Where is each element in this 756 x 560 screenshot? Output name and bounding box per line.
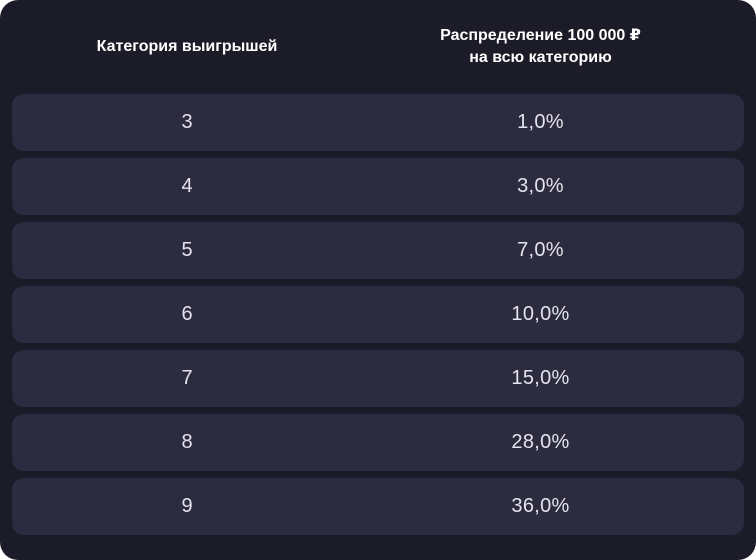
percent-cell: 7,0% <box>362 239 744 262</box>
category-value: 9 <box>181 495 193 517</box>
header-category-label: Категория выигрышей <box>96 38 278 55</box>
percent-value: 10,0% <box>511 303 570 325</box>
percent-cell: 36,0% <box>362 495 744 518</box>
percent-value: 15,0% <box>511 367 570 389</box>
category-cell: 9 <box>12 495 362 518</box>
header-distribution-label-line2: на всю категорию <box>469 49 612 66</box>
table-row: 3 1,0% <box>12 94 744 151</box>
category-value: 8 <box>181 431 193 453</box>
table-row: 9 36,0% <box>12 478 744 535</box>
category-cell: 8 <box>12 431 362 454</box>
category-cell: 4 <box>12 175 362 198</box>
category-value: 3 <box>181 111 193 133</box>
percent-cell: 28,0% <box>362 431 744 454</box>
percent-value: 28,0% <box>511 431 570 453</box>
table-row: 8 28,0% <box>12 414 744 471</box>
percent-cell: 1,0% <box>362 111 744 134</box>
category-cell: 6 <box>12 303 362 326</box>
percent-value: 1,0% <box>517 111 564 133</box>
header-category-cell: Категория выигрышей <box>12 36 362 58</box>
category-value: 5 <box>181 239 193 261</box>
percent-value: 7,0% <box>517 239 564 261</box>
percent-cell: 3,0% <box>362 175 744 198</box>
header-distribution-label-line1: Распределение 100 000 ₽ <box>440 27 641 44</box>
table-header: Категория выигрышей Распределение 100 00… <box>12 0 744 94</box>
percent-cell: 10,0% <box>362 303 744 326</box>
header-distribution-cell: Распределение 100 000 ₽ на всю категорию <box>362 25 744 69</box>
category-value: 4 <box>181 175 193 197</box>
category-value: 6 <box>181 303 193 325</box>
table-row: 6 10,0% <box>12 286 744 343</box>
table-row: 7 15,0% <box>12 350 744 407</box>
table-row: 5 7,0% <box>12 222 744 279</box>
percent-cell: 15,0% <box>362 367 744 390</box>
percent-value: 36,0% <box>511 495 570 517</box>
category-cell: 7 <box>12 367 362 390</box>
percent-value: 3,0% <box>517 175 564 197</box>
category-cell: 5 <box>12 239 362 262</box>
category-cell: 3 <box>12 111 362 134</box>
category-value: 7 <box>181 367 193 389</box>
table-row: 4 3,0% <box>12 158 744 215</box>
